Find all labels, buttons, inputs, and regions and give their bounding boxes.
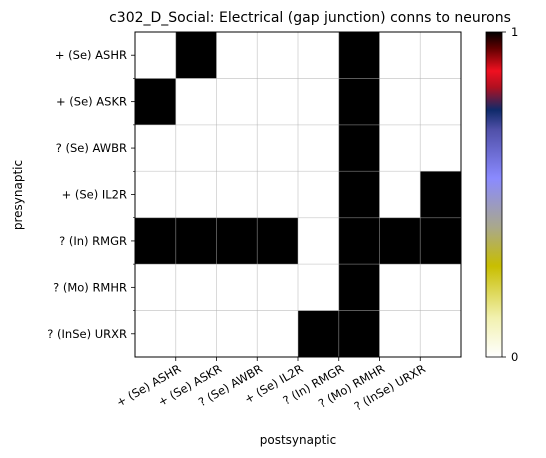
heatmap-cell (420, 310, 462, 358)
heatmap-cell (379, 32, 421, 79)
x-axis-label: postsynaptic (260, 433, 336, 447)
heatmap-cell (338, 310, 380, 358)
y-tick-label: ? (Mo) RMHR (53, 280, 127, 294)
heatmap-cell (216, 171, 258, 219)
y-tick-label: + (Se) ASHR (55, 48, 127, 62)
y-tick-label: + (Se) ASKR (56, 95, 127, 109)
heatmap-cell (298, 78, 340, 126)
heatmap-cells (135, 32, 462, 358)
heatmap-cell (298, 124, 340, 172)
heatmap-cell (216, 32, 258, 79)
heatmap-cell (135, 310, 177, 358)
heatmap-cell (338, 124, 380, 172)
y-tick-label: ? (InSe) URXR (47, 327, 127, 341)
y-tick-label: ? (Se) AWBR (56, 141, 127, 155)
heatmap-cell (175, 264, 217, 312)
heatmap-cell (135, 32, 177, 79)
heatmap-cell (135, 217, 177, 265)
heatmap-cell (175, 124, 217, 172)
heatmap-cell (216, 124, 258, 172)
heatmap-cell (175, 310, 217, 358)
heatmap-cell (298, 217, 340, 265)
heatmap-cell (257, 171, 299, 219)
heatmap-cell (338, 171, 380, 219)
heatmap-cell (379, 171, 421, 219)
heatmap-cell (379, 264, 421, 312)
heatmap-cell (216, 264, 258, 312)
heatmap-cell (175, 78, 217, 126)
y-tick-label: + (Se) IL2R (62, 188, 127, 202)
heatmap-cell (175, 32, 217, 79)
grid-lines (135, 32, 461, 357)
x-tick-label: ? (InSe) URXR (352, 361, 428, 413)
colorbar (485, 31, 503, 358)
heatmap-cell (175, 217, 217, 265)
y-tick-labels: + (Se) ASHR + (Se) ASKR ? (Se) AWBR + (Se) … (47, 48, 135, 341)
heatmap-cell (257, 217, 299, 265)
heatmap-cell (379, 217, 421, 265)
heatmap-cell (298, 310, 340, 358)
heatmap-cell (298, 264, 340, 312)
colorbar-tick-label: 1 (511, 25, 518, 39)
heatmap-cell (420, 78, 462, 126)
colorbar-tick-label: 0 (511, 350, 518, 364)
y-tick-label: ? (In) RMGR (59, 234, 127, 248)
heatmap-cell (257, 264, 299, 312)
heatmap-cell (175, 171, 217, 219)
heatmap-cell (216, 217, 258, 265)
heatmap-cell (420, 217, 462, 265)
heatmap-cell (135, 124, 177, 172)
heatmap-cell (298, 171, 340, 219)
x-tick-labels: + (Se) ASHR+ (Se) ASKR? (Se) AWBR+ (Se) … (114, 357, 428, 413)
heatmap-cell (379, 310, 421, 358)
heatmap-cell (257, 78, 299, 126)
heatmap-cell (216, 78, 258, 126)
heatmap-cell (420, 32, 462, 79)
heatmap-cell (257, 124, 299, 172)
heatmap-cell (420, 124, 462, 172)
heatmap-cell (338, 32, 380, 79)
chart-title: c302_D_Social: Electrical (gap junction)… (109, 10, 511, 26)
heatmap-cell (298, 32, 340, 79)
heatmap-cell (135, 264, 177, 312)
heatmap-cell (257, 32, 299, 79)
heatmap-cell (420, 171, 462, 219)
heatmap-cell (420, 264, 462, 312)
heatmap-cell (379, 78, 421, 126)
heatmap-cell (338, 78, 380, 126)
heatmap-cell (379, 124, 421, 172)
heatmap-cell (257, 310, 299, 358)
heatmap-cell (135, 78, 177, 126)
heatmap-cell (338, 217, 380, 265)
heatmap-cell (338, 264, 380, 312)
colorbar-ticks: 10 (502, 25, 518, 364)
heatmap-cell (216, 310, 258, 358)
heatmap-cell (135, 171, 177, 219)
y-axis-label: presynaptic (11, 160, 25, 230)
